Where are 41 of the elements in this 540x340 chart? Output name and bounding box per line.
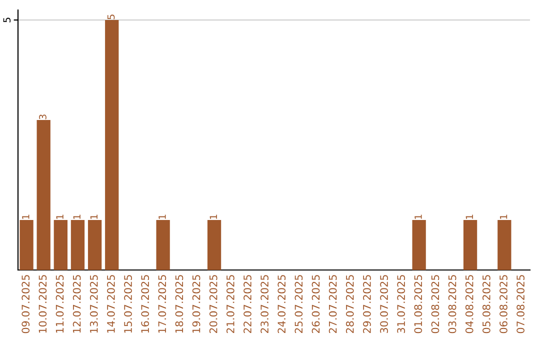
x-tick-label: 13.07.2025 xyxy=(90,275,98,333)
data-label: 1 xyxy=(56,214,64,219)
data-label: 3 xyxy=(39,114,46,120)
x-tick-label: 07.08.2025 xyxy=(516,275,524,334)
x-tick-label: 12.07.2025 xyxy=(72,275,81,333)
x-tick-label: 16.07.2025 xyxy=(141,275,150,333)
data-label: 1 xyxy=(210,214,217,219)
data-label: 1 xyxy=(414,214,422,219)
x-tick-label: 06.08.2025 xyxy=(500,275,508,334)
x-tick-label: 30.07.2025 xyxy=(380,275,388,334)
x-tick-label: 28.07.2025 xyxy=(346,275,354,334)
x-tick-label: 26.07.2025 xyxy=(312,275,320,334)
data-label: 1 xyxy=(22,214,30,219)
x-tick-label: 10.07.2025 xyxy=(38,275,47,333)
data-label: 5 xyxy=(107,14,115,20)
x-tick-label: 29.07.2025 xyxy=(363,275,371,334)
x-tick-label: 04.08.2025 xyxy=(465,275,474,334)
x-tick-label: 31.07.2025 xyxy=(397,275,406,334)
x-tick-label: 27.07.2025 xyxy=(328,275,337,334)
x-tick-label: 05.08.2025 xyxy=(482,275,490,334)
x-tick-label: 15.07.2025 xyxy=(124,275,132,333)
data-label: 1 xyxy=(500,214,508,219)
x-tick-label: 01.08.2025 xyxy=(414,275,422,334)
x-tick-label: 24.07.2025 xyxy=(278,275,286,334)
x-tick-label: 18.07.2025 xyxy=(175,275,184,333)
data-label: 1 xyxy=(466,214,473,219)
x-tick-label: 20.07.2025 xyxy=(209,275,218,334)
x-tick-label: 17.07.2025 xyxy=(158,275,166,333)
x-tick-label: 23.07.2025 xyxy=(260,275,268,334)
x-tick-label: 02.08.2025 xyxy=(431,275,440,334)
data-label: 1 xyxy=(158,214,166,219)
x-tick-label: 11.07.2025 xyxy=(56,275,64,333)
x-tick-label: 25.07.2025 xyxy=(294,275,303,334)
data-label: 1 xyxy=(73,214,80,219)
x-tick-label: 22.07.2025 xyxy=(244,275,252,334)
data-label: 1 xyxy=(90,214,98,219)
x-tick-label: 21.07.2025 xyxy=(226,275,234,334)
x-tick-label: 14.07.2025 xyxy=(107,275,115,333)
x-tick-label: 09.07.2025 xyxy=(22,275,30,334)
x-tick-label: 03.08.2025 xyxy=(448,275,456,334)
x-tick-label: 19.07.2025 xyxy=(192,275,200,333)
